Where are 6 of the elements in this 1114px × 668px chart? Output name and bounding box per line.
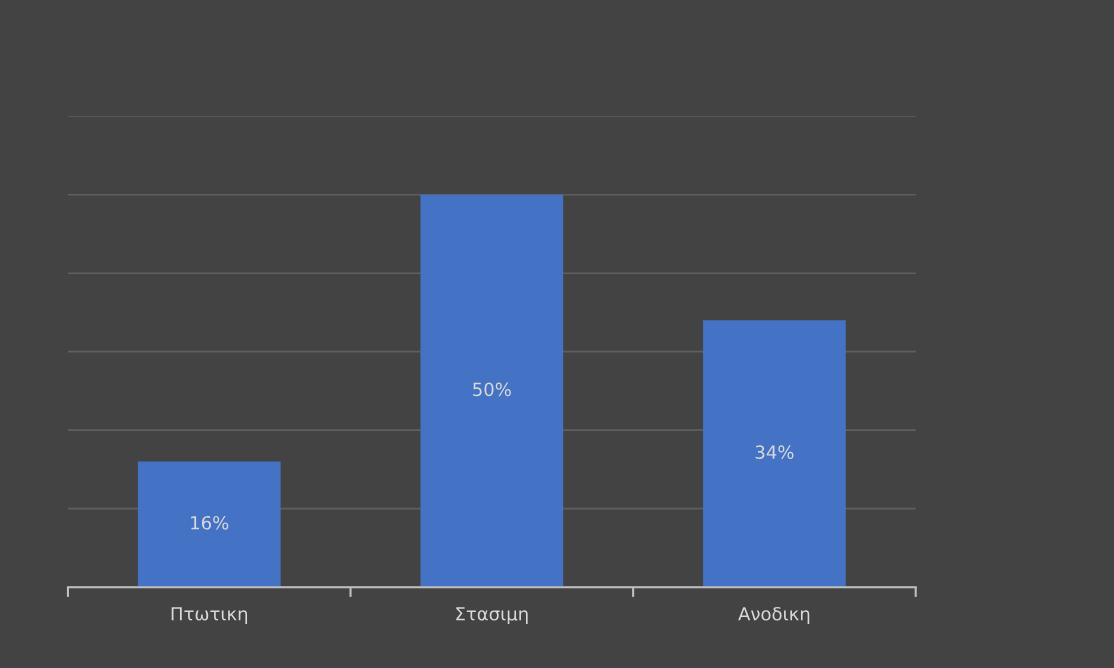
- x-tick-label: Πτωτικη: [171, 607, 248, 625]
- x-tick-label: Ανοδικη: [738, 606, 810, 625]
- data-label: 50%: [473, 382, 511, 397]
- x-tick-label: Στασιμη: [456, 607, 528, 625]
- data-label: 16%: [191, 515, 229, 530]
- data-label: 34%: [755, 445, 794, 459]
